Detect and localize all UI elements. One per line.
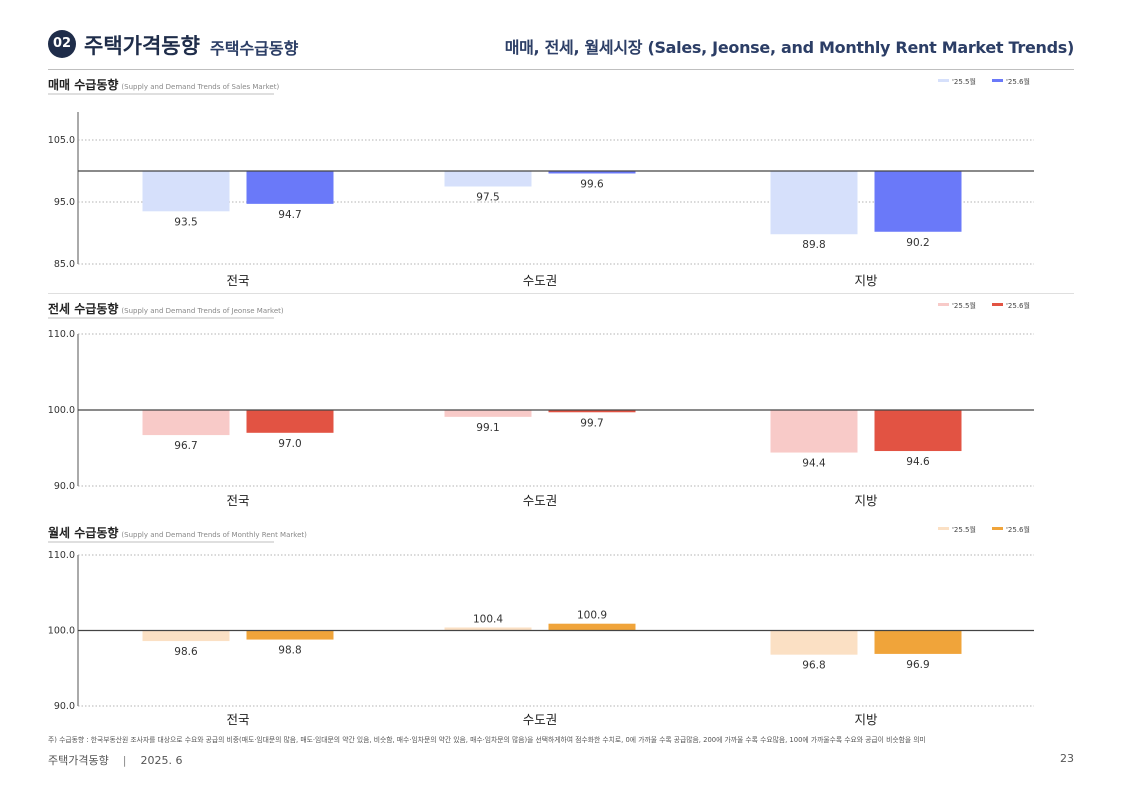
chart-title-text: 월세 수급동향 bbox=[48, 526, 119, 540]
bar bbox=[444, 171, 532, 187]
data-label: 94.7 bbox=[278, 209, 301, 221]
x-category-label: 전국 bbox=[226, 493, 249, 508]
y-tick-label: 105.0 bbox=[48, 135, 75, 146]
monthly-rent-chart: 90.0 100.0 110.0 98.6 100.4 96.8 98.8 100.9 96.9… bbox=[48, 525, 1034, 727]
bar bbox=[246, 630, 334, 640]
chart-title: 월세 수급동향 (Supply and Demand Trends of Mont… bbox=[48, 524, 307, 541]
page-heading-right: 매매, 전세, 월세시장 (Sales, Jeonse, and Monthly… bbox=[504, 38, 1075, 57]
bar bbox=[548, 171, 636, 174]
legend-label: '25.6월 bbox=[1006, 77, 1030, 86]
bar bbox=[770, 410, 858, 453]
data-label: 97.0 bbox=[278, 438, 301, 450]
data-label: 97.5 bbox=[476, 192, 499, 204]
y-tick-label: 100.0 bbox=[48, 626, 75, 637]
bar bbox=[874, 410, 962, 452]
y-tick-label: 95.0 bbox=[54, 197, 75, 208]
data-label: 100.4 bbox=[473, 613, 503, 625]
header-divider bbox=[48, 69, 1074, 70]
chart-subtitle: (Supply and Demand Trends of Sales Marke… bbox=[121, 83, 280, 91]
monthly-rent-chart-panel: 월세 수급동향 (Supply and Demand Trends of Mont… bbox=[48, 524, 1074, 730]
x-category-label: 전국 bbox=[226, 712, 249, 727]
legend-swatch bbox=[938, 527, 949, 530]
chart-subtitle: (Supply and Demand Trends of Jeonse Mark… bbox=[121, 307, 284, 315]
data-label: 96.8 bbox=[802, 660, 825, 672]
legend-label: '25.5월 bbox=[952, 525, 976, 534]
legend-swatch bbox=[992, 303, 1003, 306]
chart-subtitle: (Supply and Demand Trends of Monthly Ren… bbox=[121, 531, 307, 539]
bar bbox=[444, 410, 532, 417]
chart-title-text: 전세 수급동향 bbox=[48, 302, 119, 316]
section-title: 주택가격동향 bbox=[84, 34, 200, 58]
data-label: 99.6 bbox=[580, 178, 604, 190]
data-label: 96.9 bbox=[906, 659, 929, 671]
x-category-label: 지방 bbox=[854, 712, 878, 727]
y-tick-label: 85.0 bbox=[54, 259, 75, 270]
data-label: 99.7 bbox=[580, 417, 603, 429]
footer-separator: | bbox=[122, 754, 127, 767]
x-category-label: 수도권 bbox=[523, 712, 558, 727]
page-header: 02 주택가격동향 주택수급동향 매매, 전세, 월세시장 (Sales, Je… bbox=[48, 28, 1074, 68]
data-label: 89.8 bbox=[802, 239, 825, 251]
y-tick-label: 90.0 bbox=[54, 481, 75, 492]
data-label: 98.8 bbox=[278, 645, 301, 657]
bar bbox=[874, 171, 962, 232]
bar bbox=[770, 630, 858, 655]
y-tick-label: 90.0 bbox=[54, 701, 75, 712]
jeonse-chart-panel: 전세 수급동향 (Supply and Demand Trends of Jeon… bbox=[48, 300, 1074, 514]
jeonse-chart: 90.0 100.0 110.0 96.7 99.1 94.4 97.0 99.7 94.6 전국… bbox=[48, 301, 1034, 508]
x-category-label: 지방 bbox=[854, 273, 878, 288]
legend-label: '25.5월 bbox=[952, 301, 976, 310]
bar bbox=[770, 171, 858, 235]
data-label: 94.6 bbox=[906, 456, 930, 468]
bar bbox=[444, 627, 532, 631]
legend-swatch bbox=[992, 79, 1003, 82]
data-label: 94.4 bbox=[802, 458, 826, 470]
y-tick-label: 110.0 bbox=[48, 329, 75, 340]
sales-chart: 85.0 95.0 105.0 93.5 97.5 89.8 94.7 99.6 90.2 전국 수… bbox=[48, 77, 1074, 294]
x-category-label: 지방 bbox=[854, 493, 878, 508]
bar bbox=[142, 410, 230, 436]
data-label: 96.7 bbox=[174, 440, 197, 452]
data-label: 100.9 bbox=[577, 610, 607, 622]
data-label: 90.2 bbox=[906, 237, 929, 249]
x-category-label: 수도권 bbox=[523, 273, 558, 288]
legend-label: '25.6월 bbox=[1006, 525, 1030, 534]
bar bbox=[874, 630, 962, 654]
chart-title-text: 매매 수급동향 bbox=[48, 78, 119, 92]
legend-swatch bbox=[938, 303, 949, 306]
data-label: 99.1 bbox=[476, 422, 499, 434]
bar bbox=[246, 410, 334, 433]
bar bbox=[142, 630, 230, 642]
footer-title: 주택가격동향 bbox=[48, 754, 109, 767]
legend-swatch bbox=[938, 79, 949, 82]
bar bbox=[142, 171, 230, 212]
y-tick-label: 100.0 bbox=[48, 405, 75, 416]
section-number-badge: 02 bbox=[48, 30, 76, 58]
footer: 주택가격동향 | 2025. 6 bbox=[48, 752, 182, 768]
bar bbox=[246, 171, 334, 204]
x-category-label: 수도권 bbox=[523, 493, 558, 508]
chart-title: 매매 수급동향 (Supply and Demand Trends of Sale… bbox=[48, 76, 279, 93]
footer-date: 2025. 6 bbox=[140, 754, 183, 767]
section-subtitle: 주택수급동향 bbox=[210, 39, 299, 58]
bar bbox=[548, 410, 636, 413]
legend-swatch bbox=[992, 527, 1003, 530]
legend-label: '25.6월 bbox=[1006, 301, 1030, 310]
chart-title: 전세 수급동향 (Supply and Demand Trends of Jeon… bbox=[48, 300, 284, 317]
x-category-label: 전국 bbox=[226, 273, 249, 288]
y-tick-label: 110.0 bbox=[48, 550, 75, 561]
sales-chart-panel: 매매 수급동향 (Supply and Demand Trends of Sale… bbox=[48, 76, 1074, 294]
footnote: 주) 수급동향 : 한국부동산원 조사자를 대상으로 수요와 공급의 비중(매도… bbox=[48, 736, 926, 744]
bar bbox=[548, 623, 636, 631]
legend-label: '25.5월 bbox=[952, 77, 976, 86]
data-label: 98.6 bbox=[174, 646, 198, 658]
data-label: 93.5 bbox=[174, 216, 197, 228]
page-number: 23 bbox=[1060, 752, 1074, 765]
